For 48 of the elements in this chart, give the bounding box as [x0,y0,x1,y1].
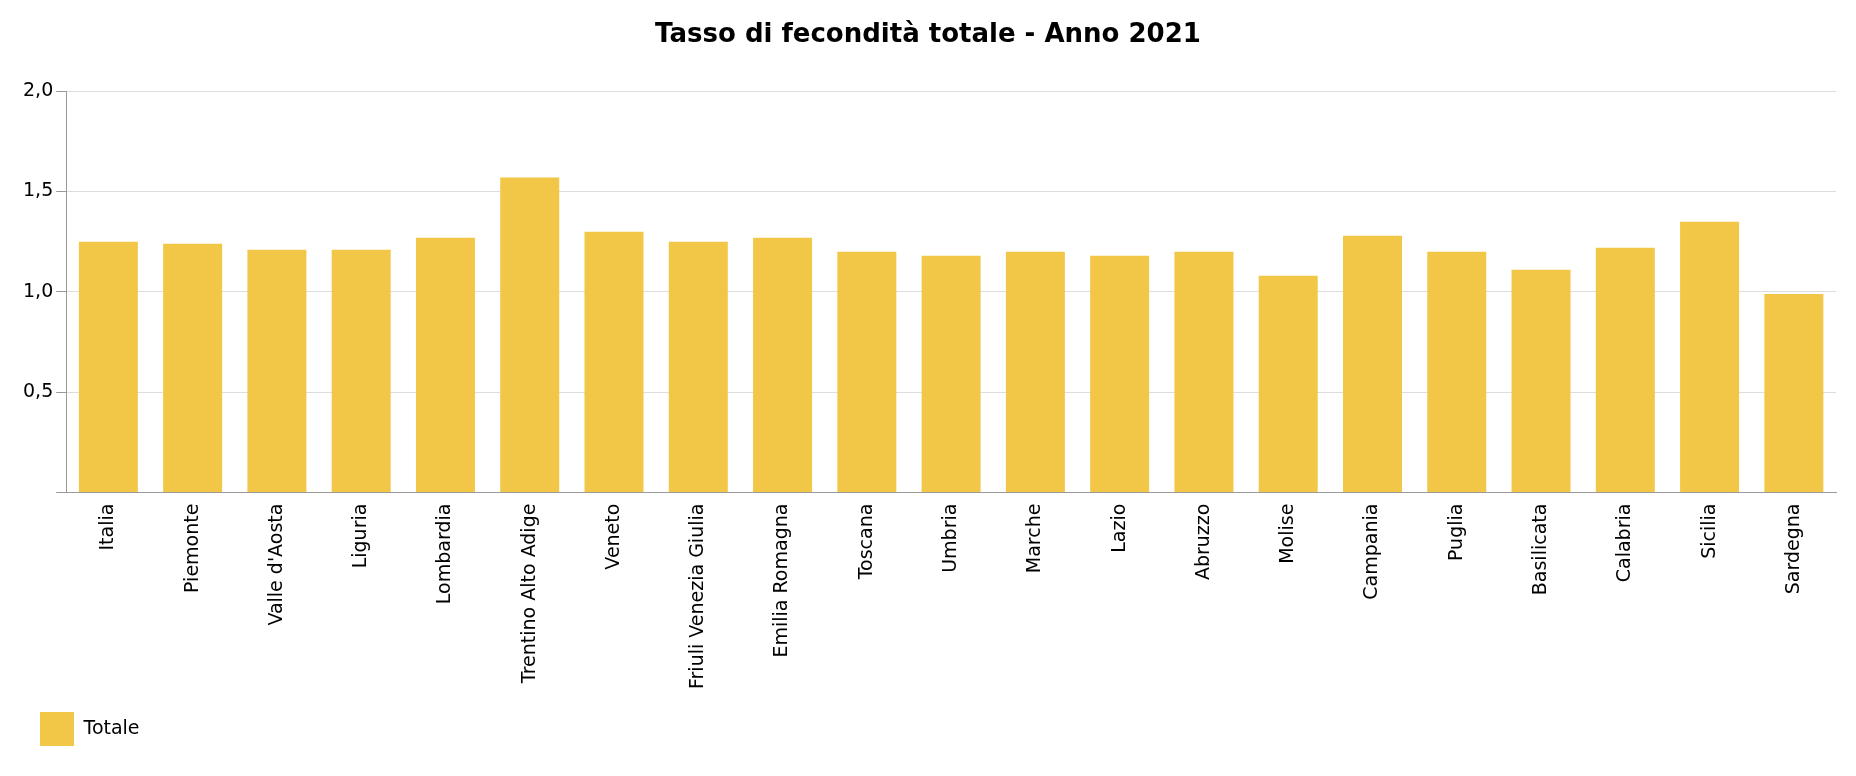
chart-title: Tasso di fecondità totale - Anno 2021 [655,18,1201,49]
bar [1174,251,1234,493]
bar [163,243,223,493]
x-tick-label: Umbria [938,503,961,573]
bar [668,241,728,493]
x-tick-label: Valle d'Aosta [263,503,286,626]
bar [837,251,897,493]
x-tick-label: Sardegna [1780,503,1803,595]
bar [584,231,644,493]
bar [1005,251,1065,493]
x-tick-label: Marche [1022,503,1045,574]
x-tick-label: Puglia [1443,503,1466,562]
bar [1680,221,1740,493]
bar [78,241,138,493]
legend-label: Totale [82,715,140,738]
y-tick-label: 1,0 [23,278,54,301]
bar [1342,235,1402,493]
bar [1511,269,1571,493]
x-tick-label: Sicilia [1696,503,1719,559]
x-tick-label: Campania [1359,503,1382,600]
x-tick-label: Abruzzo [1190,503,1213,581]
x-tick-label: Veneto [600,503,623,570]
bar [921,255,981,493]
x-tick-label: Emilia Romagna [769,503,792,658]
y-tick-label: 1,5 [23,178,54,201]
bar [247,249,307,493]
x-tick-label: Calabria [1612,503,1635,583]
y-tick-label: 2,0 [23,78,54,101]
x-tick-label: Lombardia [432,503,455,605]
x-tick-label: Friuli Venezia Giulia [685,503,708,690]
bar [1764,293,1824,493]
x-tick-label: Piemonte [179,503,202,593]
bar [1090,255,1150,493]
x-tick-label: Lazio [1106,503,1129,553]
bar [1595,247,1655,493]
y-tick-label: 0,5 [23,379,54,402]
x-tick-label: Basilicata [1527,503,1550,596]
bar [1427,251,1487,493]
bar [500,177,560,493]
bar [1258,275,1318,493]
x-tick-label: Molise [1275,503,1298,564]
bar [331,249,391,493]
x-tick-label: Liguria [348,503,371,569]
x-tick-label: Italia [95,503,118,551]
x-tick-label: Toscana [853,503,876,581]
x-tick-label: Trentino Alto Adige [516,503,539,685]
bar [753,237,813,493]
bar [415,237,475,493]
